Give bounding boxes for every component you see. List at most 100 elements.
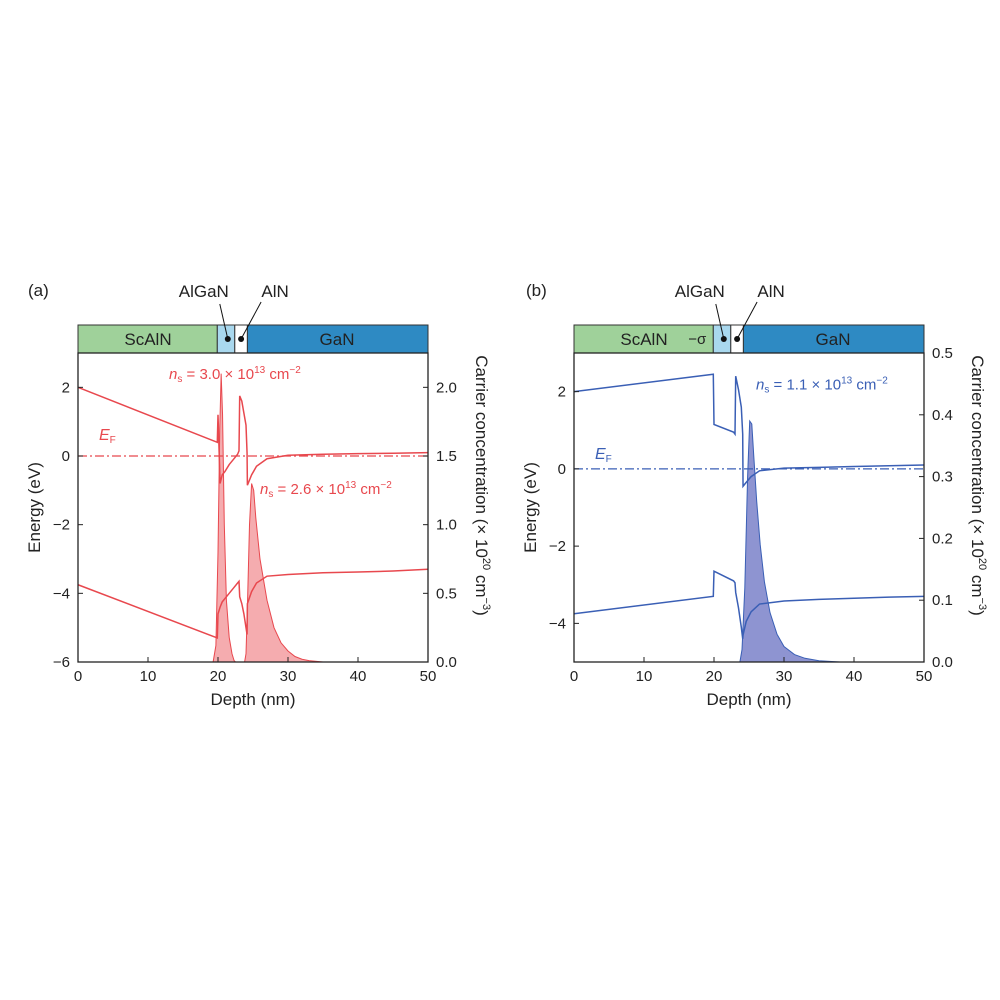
y2-tick-label: 0.5 [932,345,953,362]
fermi-level-label: EF [595,446,612,465]
plot-frame [77,352,429,663]
x-tick-label: 10 [140,668,157,685]
ann-exp: 13 [254,365,266,376]
x-tick-label: 10 [636,668,653,685]
ann-n: n [260,481,268,498]
y-tick-label: −4 [53,585,70,602]
x-tick-label: 40 [350,668,367,685]
aln-callout: AlN [261,282,288,301]
y2-tick-label: 0.2 [932,530,953,547]
ann-n: n [756,377,764,394]
algan-leader [219,303,229,340]
panel-label: (b) [526,281,547,300]
y2-axis-label: Carrier concentration (× 1020 cm−3) [472,355,492,616]
ef-sub: F [606,454,612,465]
layer-gan-label: GaN [816,330,851,349]
ann-unit: cm [265,366,289,383]
ef-main: E [595,446,606,463]
ann-exp: 13 [841,376,853,387]
valence-band-line [77,568,429,640]
y-tick-label: −2 [53,517,70,534]
x-tick-label: 40 [846,668,863,685]
ann-sub: s [764,385,769,396]
ann-text: = 3.0 × 10 [182,366,254,383]
y2-label-exp: 20 [480,558,492,570]
y2-label-unit-exp: −3 [976,598,988,611]
carrier-concentration-area [739,419,841,663]
sheet-density-annotation: ns = 1.1 × 1013 cm−2 [756,376,888,396]
aln-callout: AlN [757,282,784,301]
algan-leader [715,303,725,340]
sheet-density-annotation: ns = 3.0 × 1013 cm−2 [169,365,301,385]
aln-leader [736,301,758,340]
layer-stack: ScAlN GaN AlGaN AlN [77,282,429,354]
y-axis-label: Energy (eV) [25,462,44,553]
y2-tick-label: 2.0 [436,379,457,396]
x-tick-label: 20 [706,668,723,685]
fermi-level-label: EF [99,427,116,446]
y2-tick-label: 1.0 [436,517,457,534]
y-tick-label: 2 [62,379,70,396]
valence-band-line [573,570,925,639]
sigma-label: −σ [688,331,707,348]
y2-tick-label: 0.0 [436,654,457,671]
layer-scaln-label: ScAlN [620,330,667,349]
ef-sub: F [110,435,116,446]
layer-gan [246,324,429,354]
ef-main: E [99,427,110,444]
ann-unit-exp: −2 [876,376,888,387]
ann-exp: 13 [345,480,357,491]
ann-unit-exp: −2 [289,365,301,376]
x-tick-label: 0 [570,668,578,685]
x-axis-label: Depth (nm) [706,690,791,709]
y2-label-unit: cm [472,570,491,597]
panel-label: (a) [28,281,49,300]
y2-label-unit: cm [968,570,987,597]
y2-tick-label: 0.3 [932,469,953,486]
ann-text: = 2.6 × 10 [273,481,345,498]
layer-scaln [77,324,218,354]
y2-label-close: ) [472,610,491,616]
conduction-band-line [573,373,925,489]
algan-callout: AlGaN [179,282,229,301]
y2-tick-label: 0.0 [932,654,953,671]
y-tick-label: −6 [53,654,70,671]
ann-sub: s [268,489,273,500]
layer-stack: ScAlN GaN −σ AlGaN AlN [573,282,925,354]
x-tick-label: 30 [776,668,793,685]
y2-label-main: Carrier concentration (× 10 [968,355,987,558]
ann-unit: cm [356,481,380,498]
layer-gan [742,324,925,354]
y2-label-main: Carrier concentration (× 10 [472,355,491,558]
y-tick-label: 0 [62,448,70,465]
x-tick-label: 20 [210,668,227,685]
layer-gan-label: GaN [320,330,355,349]
aln-leader [240,301,262,340]
y2-label-exp: 20 [976,558,988,570]
layer-scaln-label: ScAlN [124,330,171,349]
y2-tick-label: 0.5 [436,585,457,602]
y-axis-label: Energy (eV) [521,462,540,553]
y-tick-label: −4 [549,615,566,632]
y-tick-label: 2 [558,384,566,401]
y2-label-unit-exp: −3 [480,598,492,611]
carrier-concentration-area [212,373,324,663]
ann-sub: s [177,374,182,385]
y2-label-close: ) [968,610,987,616]
ann-text: = 1.1 × 10 [769,377,841,394]
y-tick-label: −2 [549,538,566,555]
ann-n: n [169,366,177,383]
sheet-density-annotation: ns = 2.6 × 1013 cm−2 [260,480,392,500]
layer-scaln [573,324,714,354]
x-tick-label: 50 [916,668,933,685]
ann-unit: cm [852,377,876,394]
x-tick-label: 50 [420,668,437,685]
x-tick-label: 0 [74,668,82,685]
y2-axis-label: Carrier concentration (× 1020 cm−3) [968,355,988,616]
plot-frame [573,352,925,663]
y2-tick-label: 0.4 [932,407,953,424]
y2-tick-label: 1.5 [436,448,457,465]
y2-tick-label: 0.1 [932,592,953,609]
